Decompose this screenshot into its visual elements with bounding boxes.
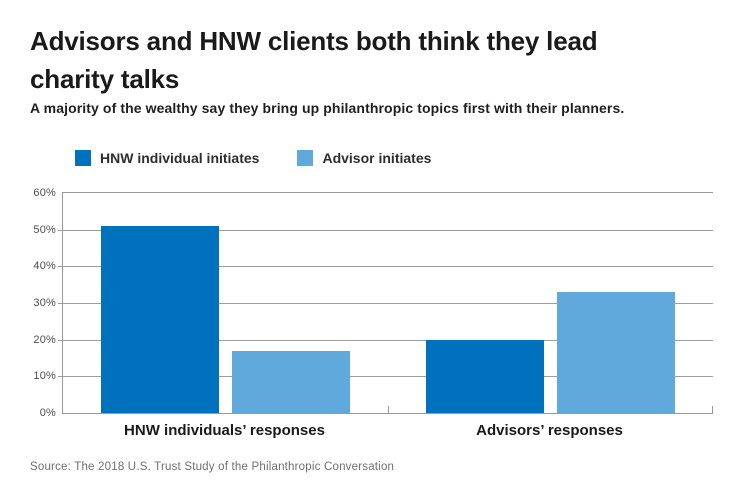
chart-legend: HNW individual initiates Advisor initiat… bbox=[75, 150, 431, 166]
y-tick-label-10: 10% bbox=[33, 370, 56, 383]
x-category-label-2: Advisors’ responses bbox=[476, 422, 623, 439]
bar-dark-group-2 bbox=[426, 339, 544, 413]
y-tick-label-30: 30% bbox=[33, 297, 56, 309]
legend-item-hnw: HNW individual initiates bbox=[75, 150, 259, 166]
legend-swatch-dark-blue bbox=[75, 150, 91, 166]
page-title: Advisors and HNW clients both think they… bbox=[30, 26, 598, 94]
gridline-20 bbox=[63, 339, 713, 341]
source-attribution: Source: The 2018 U.S. Trust Study of the… bbox=[30, 461, 395, 473]
gridline-30 bbox=[63, 303, 713, 304]
legend-label-advisor: Advisor initiates bbox=[322, 150, 432, 166]
y-tick-label-0: 0% bbox=[39, 407, 56, 419]
chart-subtitle: A majority of the wealthy say they bring… bbox=[30, 100, 625, 116]
bar-light-group-1 bbox=[232, 350, 350, 413]
x-category-label-1: HNW individuals’ responses bbox=[124, 422, 325, 439]
gridline-10 bbox=[63, 376, 713, 378]
bar-light-group-2 bbox=[557, 292, 675, 413]
gridline-50 bbox=[63, 229, 713, 231]
y-tick-label-20: 20% bbox=[33, 333, 56, 346]
y-axis-tick-40 bbox=[58, 266, 63, 268]
y-tick-label-60: 60% bbox=[33, 187, 56, 199]
bar-chart: 0% 10% 20% 30% 40% 50% 60% HNW individuals’ res… bbox=[0, 187, 740, 452]
x-axis-tick-mid bbox=[388, 406, 389, 413]
legend-label-hnw: HNW individual initiates bbox=[100, 150, 260, 166]
legend-swatch-light-blue bbox=[297, 150, 314, 166]
y-tick-label-50: 50% bbox=[33, 223, 56, 236]
y-axis-tick-30 bbox=[58, 303, 63, 304]
y-tick-label-40: 40% bbox=[33, 260, 56, 273]
y-axis-tick-20 bbox=[58, 339, 63, 341]
bar-dark-group-1 bbox=[101, 226, 219, 413]
y-axis-tick-50 bbox=[58, 229, 63, 231]
x-axis-tick-end bbox=[712, 406, 713, 413]
legend-item-advisor: Advisor initiates bbox=[297, 150, 431, 166]
gridline-40 bbox=[63, 266, 713, 268]
y-axis-tick-10 bbox=[58, 376, 63, 378]
plot-area bbox=[58, 192, 713, 414]
